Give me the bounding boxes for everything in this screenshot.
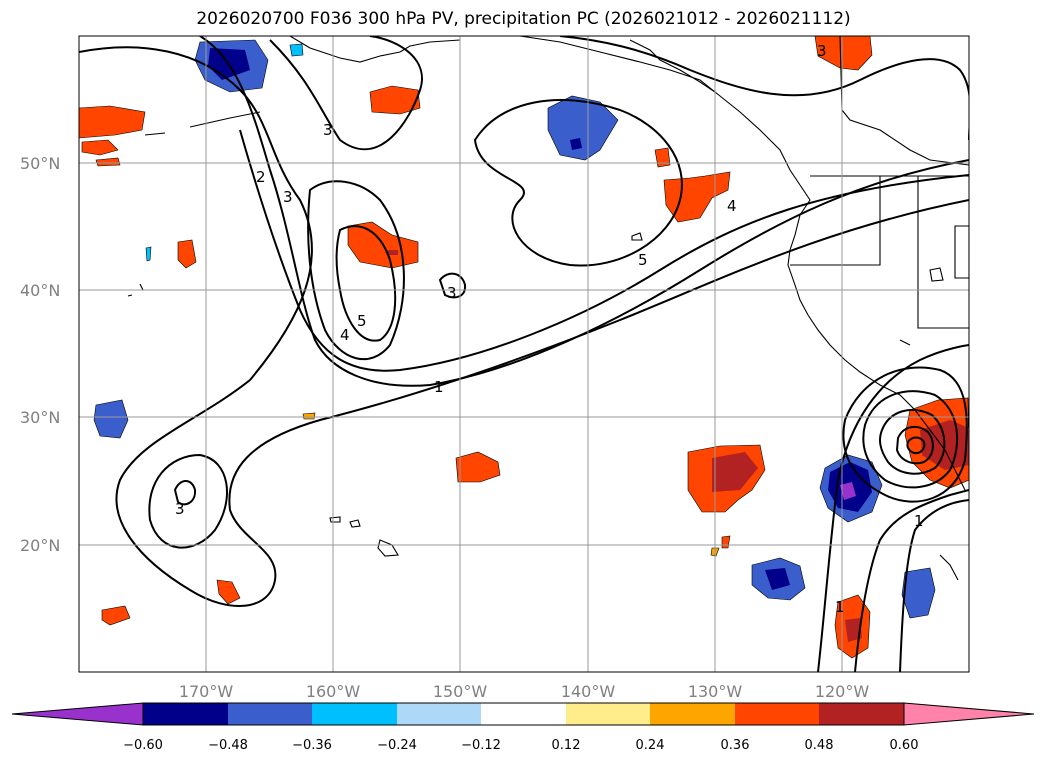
- colorbar-segment: [143, 703, 228, 725]
- contour-label: 3: [447, 284, 457, 302]
- colorbar-segment: [312, 703, 397, 725]
- precip-blob-pos: [388, 250, 398, 255]
- pv-contour: [854, 489, 969, 672]
- map-area: 3 2 3 5 4 3 1 5 4 3 1 1 3: [79, 36, 969, 672]
- precip-blob-pos: [95, 157, 121, 167]
- precip-blob-neg: [93, 399, 129, 439]
- colorbar-tick-label: 0.60: [890, 738, 919, 753]
- colorbar-segment: [481, 703, 566, 725]
- colorbar-extend-high: [903, 702, 1035, 726]
- precip-blob-neg: [145, 246, 152, 262]
- lon-tick-label: 150°W: [433, 682, 488, 701]
- precip-blob-pos: [216, 579, 241, 605]
- precip-blob-pos: [79, 105, 146, 139]
- precip-blob-pos: [712, 452, 758, 492]
- lat-tick-label: 30°N: [20, 408, 60, 427]
- pv-contour: [817, 344, 969, 672]
- colorbar-segment: [228, 703, 312, 725]
- lon-tick-labels: 170°W 160°W 150°W 140°W 130°W 120°W: [179, 682, 870, 701]
- colorbar: −0.60 −0.48 −0.36 −0.24 −0.12 0.12 0.24 …: [11, 702, 1035, 753]
- pv-contour: [269, 36, 423, 151]
- contour-label: 5: [357, 312, 367, 330]
- lat-tick-label: 40°N: [20, 281, 60, 300]
- precip-blob-neg: [570, 138, 582, 150]
- lon-tick-label: 170°W: [179, 682, 234, 701]
- figure-title: 2026020700 F036 300 hPa PV, precipitatio…: [196, 9, 851, 29]
- contour-label: 3: [817, 42, 827, 60]
- precip-blob-neg: [547, 95, 619, 161]
- precip-shading: [79, 36, 969, 659]
- contour-label: 1: [914, 512, 924, 530]
- lon-tick-label: 130°W: [688, 682, 743, 701]
- colorbar-segment: [819, 703, 904, 725]
- pv-contour: [906, 436, 926, 455]
- precip-blob-pos: [663, 171, 731, 223]
- contour-label: 3: [175, 500, 185, 518]
- lon-tick-label: 160°W: [306, 682, 361, 701]
- contour-labels: 3 2 3 5 4 3 1 5 4 3 1 1 3: [175, 42, 924, 616]
- lon-tick-label: 140°W: [561, 682, 616, 701]
- contour-label: 1: [835, 598, 845, 616]
- contour-label: 5: [638, 251, 648, 269]
- pv-contour: [199, 36, 969, 387]
- pv-contour: [307, 180, 405, 361]
- pv-contour: [335, 225, 397, 342]
- precip-blob-pos: [177, 239, 197, 269]
- contour-label: 1: [434, 378, 444, 396]
- pv-contour: [473, 99, 683, 267]
- lat-tick-label: 50°N: [20, 154, 60, 173]
- colorbar-tick-label: −0.24: [377, 738, 417, 753]
- colorbar-frame: [142, 702, 905, 726]
- pv-contour: [842, 366, 968, 503]
- lon-tick-label: 120°W: [815, 682, 870, 701]
- pv-contour: [862, 390, 959, 489]
- gridlines: [79, 36, 969, 672]
- precip-blob-pos: [81, 139, 119, 156]
- pv-contour: [559, 36, 969, 140]
- precip-blob-pos: [369, 85, 421, 115]
- coastlines: [127, 36, 969, 581]
- colorbar-tick-label: −0.12: [461, 738, 501, 753]
- colorbar-segment: [650, 703, 735, 725]
- precip-blob-pos: [302, 412, 316, 420]
- precip-blob-pos: [455, 451, 501, 483]
- precip-blob-neg: [840, 482, 856, 500]
- pv-contour: [899, 499, 969, 672]
- colorbar-segment: [397, 703, 481, 725]
- precip-blob-pos: [845, 618, 862, 642]
- precip-blob-neg: [901, 567, 936, 619]
- contour-label: 3: [323, 121, 333, 139]
- colorbar-tick-label: 0.48: [805, 738, 834, 753]
- pv-contour: [173, 480, 197, 506]
- colorbar-tick-label: 0.24: [636, 738, 665, 753]
- pv-contours: [79, 36, 969, 672]
- colorbar-tick-label: −0.60: [123, 738, 163, 753]
- pv-contour: [438, 272, 467, 299]
- lat-tick-label: 20°N: [20, 536, 60, 555]
- colorbar-extend-low: [11, 702, 144, 726]
- map-frame: [78, 35, 970, 673]
- contour-label: 3: [283, 188, 293, 206]
- precip-blob-neg: [765, 568, 790, 590]
- colorbar-segment: [566, 703, 650, 725]
- colorbar-segment: [735, 703, 819, 725]
- contour-label: 4: [727, 197, 737, 215]
- pv-contour: [239, 129, 969, 372]
- colorbar-tick-label: 0.12: [552, 738, 581, 753]
- pv-contour: [879, 409, 946, 475]
- contour-label: 2: [256, 168, 266, 186]
- colorbar-tick-label: −0.36: [292, 738, 332, 753]
- precip-blob-pos: [654, 147, 671, 168]
- pv-contour: [895, 425, 934, 465]
- precip-blob-pos: [814, 36, 873, 71]
- pv-contour: [148, 453, 228, 549]
- lat-tick-labels: 50°N 40°N 30°N 20°N: [20, 154, 60, 555]
- colorbar-tick-label: −0.48: [208, 738, 248, 753]
- precip-blob-pos: [101, 605, 131, 626]
- contour-label: 4: [340, 326, 350, 344]
- precip-blob-neg: [289, 43, 304, 57]
- colorbar-tick-label: 0.36: [721, 738, 750, 753]
